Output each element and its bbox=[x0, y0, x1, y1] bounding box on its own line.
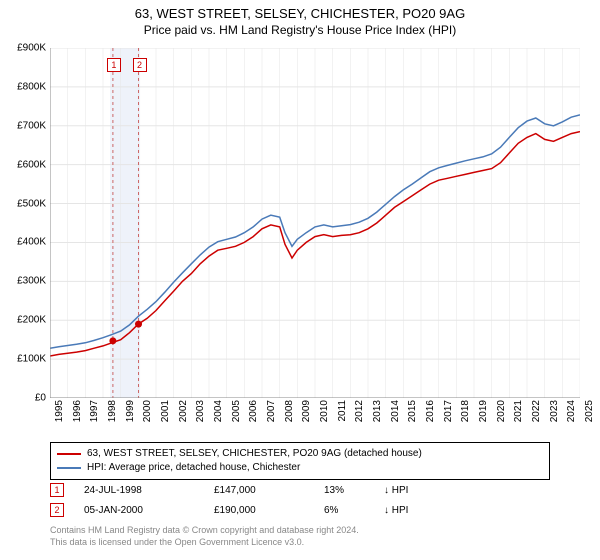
x-axis-tick-label: 2000 bbox=[142, 400, 153, 422]
chart-annotation-marker: 2 bbox=[133, 58, 147, 72]
x-axis-tick-label: 1996 bbox=[72, 400, 83, 422]
y-axis-tick-label: £900K bbox=[17, 43, 46, 54]
chart-subtitle: Price paid vs. HM Land Registry's House … bbox=[0, 21, 600, 37]
transaction-pct: 6% bbox=[324, 505, 384, 516]
x-axis-tick-label: 2012 bbox=[354, 400, 365, 422]
transaction-pct: 13% bbox=[324, 485, 384, 496]
x-axis-tick-label: 2002 bbox=[178, 400, 189, 422]
transaction-date: 05-JAN-2000 bbox=[84, 505, 214, 516]
transaction-price: £147,000 bbox=[214, 485, 324, 496]
x-axis-tick-label: 2025 bbox=[584, 400, 595, 422]
x-axis-tick-label: 2023 bbox=[549, 400, 560, 422]
legend: 63, WEST STREET, SELSEY, CHICHESTER, PO2… bbox=[50, 442, 550, 480]
footer-line1: Contains HM Land Registry data © Crown c… bbox=[50, 524, 359, 536]
x-axis-tick-label: 2021 bbox=[513, 400, 524, 422]
transaction-marker: 2 bbox=[50, 503, 64, 517]
y-axis-tick-label: £700K bbox=[17, 120, 46, 131]
y-axis-tick-label: £200K bbox=[17, 315, 46, 326]
y-axis-tick-label: £500K bbox=[17, 198, 46, 209]
transaction-date: 24-JUL-1998 bbox=[84, 485, 214, 496]
table-row: 1 24-JUL-1998 £147,000 13% ↓ HPI bbox=[50, 480, 550, 500]
y-axis-tick-label: £400K bbox=[17, 237, 46, 248]
x-axis-tick-label: 2014 bbox=[390, 400, 401, 422]
legend-item-hpi: HPI: Average price, detached house, Chic… bbox=[57, 461, 543, 475]
x-axis-tick-label: 2005 bbox=[231, 400, 242, 422]
legend-item-price-paid: 63, WEST STREET, SELSEY, CHICHESTER, PO2… bbox=[57, 447, 543, 461]
x-axis-tick-label: 2016 bbox=[425, 400, 436, 422]
legend-label-price-paid: 63, WEST STREET, SELSEY, CHICHESTER, PO2… bbox=[87, 447, 422, 461]
x-axis-tick-label: 2004 bbox=[213, 400, 224, 422]
x-axis-tick-label: 2015 bbox=[407, 400, 418, 422]
x-axis-tick-label: 1997 bbox=[89, 400, 100, 422]
x-axis-tick-label: 2010 bbox=[319, 400, 330, 422]
x-axis-tick-label: 1999 bbox=[125, 400, 136, 422]
table-row: 2 05-JAN-2000 £190,000 6% ↓ HPI bbox=[50, 500, 550, 520]
y-axis-tick-label: £600K bbox=[17, 159, 46, 170]
x-axis-tick-label: 1995 bbox=[54, 400, 65, 422]
legend-swatch-hpi bbox=[57, 467, 81, 469]
transaction-marker: 1 bbox=[50, 483, 64, 497]
transaction-price: £190,000 bbox=[214, 505, 324, 516]
attribution-footer: Contains HM Land Registry data © Crown c… bbox=[50, 524, 359, 548]
x-axis-tick-label: 2001 bbox=[160, 400, 171, 422]
legend-label-hpi: HPI: Average price, detached house, Chic… bbox=[87, 461, 300, 475]
transactions-table: 1 24-JUL-1998 £147,000 13% ↓ HPI 2 05-JA… bbox=[50, 480, 550, 520]
x-axis-tick-label: 2020 bbox=[496, 400, 507, 422]
y-axis-tick-label: £0 bbox=[35, 393, 46, 404]
x-axis-tick-label: 2019 bbox=[478, 400, 489, 422]
chart-title-address: 63, WEST STREET, SELSEY, CHICHESTER, PO2… bbox=[0, 0, 600, 21]
transaction-hpi-direction: ↓ HPI bbox=[384, 485, 434, 496]
chart-annotation-marker: 1 bbox=[107, 58, 121, 72]
x-axis-tick-label: 2003 bbox=[195, 400, 206, 422]
x-axis-tick-label: 2007 bbox=[266, 400, 277, 422]
y-axis-tick-label: £100K bbox=[17, 354, 46, 365]
chart-plot-area: 12£0£100K£200K£300K£400K£500K£600K£700K£… bbox=[50, 48, 580, 398]
x-axis-tick-label: 2018 bbox=[460, 400, 471, 422]
x-axis-tick-label: 2011 bbox=[337, 400, 348, 422]
transaction-hpi-direction: ↓ HPI bbox=[384, 505, 434, 516]
line-chart-svg bbox=[50, 48, 580, 398]
x-axis-tick-label: 2013 bbox=[372, 400, 383, 422]
x-axis-tick-label: 1998 bbox=[107, 400, 118, 422]
x-axis-tick-label: 2017 bbox=[443, 400, 454, 422]
x-axis-tick-label: 2008 bbox=[284, 400, 295, 422]
x-axis-tick-label: 2006 bbox=[248, 400, 259, 422]
y-axis-tick-label: £800K bbox=[17, 81, 46, 92]
x-axis-tick-label: 2024 bbox=[566, 400, 577, 422]
legend-swatch-price-paid bbox=[57, 453, 81, 455]
footer-line2: This data is licensed under the Open Gov… bbox=[50, 536, 359, 548]
x-axis-tick-label: 2009 bbox=[301, 400, 312, 422]
x-axis-tick-label: 2022 bbox=[531, 400, 542, 422]
y-axis-tick-label: £300K bbox=[17, 276, 46, 287]
chart-container: 63, WEST STREET, SELSEY, CHICHESTER, PO2… bbox=[0, 0, 600, 560]
